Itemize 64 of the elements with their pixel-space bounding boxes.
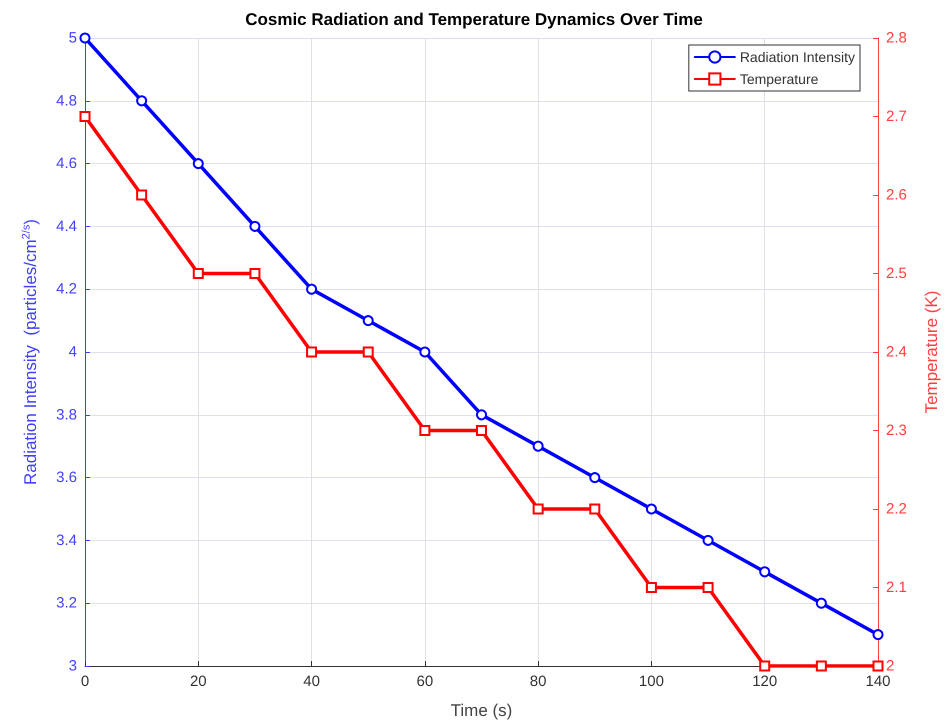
- y2-tick-label: 2.3: [886, 422, 907, 439]
- point: [702, 534, 714, 546]
- y-tick-label: 3.2: [56, 594, 77, 612]
- legend-label: Radiation Intensity: [740, 49, 856, 65]
- x-tick-label: 100: [638, 673, 664, 690]
- point: [759, 566, 770, 578]
- y-axis-title: Radiation Intensity (particles/cm2/s): [20, 219, 40, 485]
- point: [759, 660, 770, 672]
- y-tick-label: 5: [68, 30, 77, 46]
- x-tick-label: 60: [416, 673, 434, 690]
- point: [589, 472, 600, 484]
- point: [419, 346, 430, 358]
- x-tick-label: 20: [190, 673, 207, 690]
- point: [532, 440, 544, 452]
- y-tick-label: 3.6: [56, 469, 77, 486]
- x-tick-label: 120: [752, 673, 778, 690]
- point: [872, 660, 884, 672]
- point: [702, 582, 714, 593]
- point: [816, 660, 827, 672]
- y-tick-label: 4.2: [56, 280, 77, 298]
- point: [589, 504, 600, 514]
- y2-tick-label: 2.5: [886, 265, 907, 282]
- y2-tick-label: 2.4: [886, 344, 907, 360]
- point: [476, 425, 487, 436]
- y2-tick-label: 2.7: [886, 108, 907, 125]
- point: [362, 346, 374, 358]
- x-tick-label: 40: [303, 673, 320, 690]
- x-tick-label: 0: [80, 673, 90, 690]
- y2-tick-label: 2: [886, 658, 894, 674]
- y2-tick-label: 2.6: [886, 186, 907, 204]
- point: [816, 598, 827, 609]
- y2-tick-label: 2.8: [886, 30, 907, 46]
- point: [80, 32, 90, 44]
- y-tick-label: 3: [68, 658, 77, 674]
- y2-axis-title: Temperature (K): [922, 290, 941, 414]
- point: [306, 284, 318, 295]
- chart-title: Cosmic Radiation and Temperature Dynamics Over Time: [245, 10, 703, 29]
- y-tick-label: 3.8: [56, 406, 77, 424]
- point: [476, 409, 487, 420]
- point: [646, 582, 657, 593]
- point: [249, 220, 260, 232]
- y2-tick-label: 2.2: [886, 500, 907, 518]
- y-tick-label: 4.6: [56, 155, 77, 172]
- point: [192, 268, 204, 279]
- point: [419, 425, 430, 436]
- y-tick-label: 4.4: [56, 218, 77, 235]
- point: [306, 346, 318, 358]
- y2-tick-label: 2.1: [886, 579, 907, 596]
- y-tick-label: 3.4: [56, 532, 77, 549]
- point: [532, 504, 544, 514]
- y-tick-label: 4.8: [56, 92, 77, 110]
- y-tick-label: 4: [68, 344, 77, 360]
- x-tick-label: 140: [865, 673, 891, 690]
- point: [80, 111, 90, 122]
- point: [136, 95, 148, 106]
- x-tick-label: 80: [530, 673, 546, 690]
- point: [646, 504, 657, 514]
- point: [192, 158, 204, 170]
- x-axis-title: Time (s): [450, 701, 512, 720]
- point: [872, 629, 884, 640]
- legend-label: Temperature: [740, 71, 819, 87]
- point: [249, 268, 260, 279]
- point: [136, 190, 148, 200]
- point: [362, 315, 374, 326]
